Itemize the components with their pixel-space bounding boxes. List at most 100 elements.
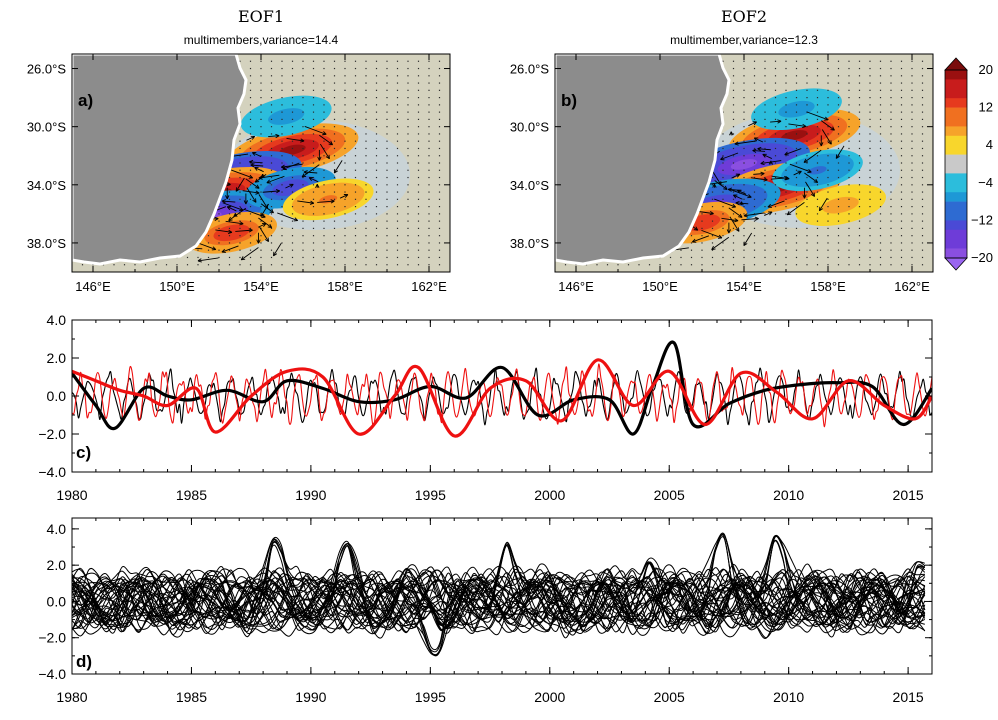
vector-arrowhead (762, 153, 767, 158)
vector-dot (816, 169, 819, 171)
vector-dot (879, 67, 882, 70)
vector-dot (753, 227, 756, 229)
vector-dot (648, 264, 651, 266)
vector-dot (438, 162, 441, 164)
vector-dot (911, 147, 913, 150)
vector-dot (291, 249, 294, 251)
vector-arrow (729, 216, 740, 232)
vector-dot (921, 191, 924, 193)
vector-dot (260, 67, 262, 70)
vector-arrow (743, 232, 753, 246)
vector-dot (344, 97, 346, 99)
vector-dot (795, 242, 798, 244)
vector-dot (260, 264, 262, 266)
vector-dot (743, 140, 745, 142)
panel-d-ensemble: 1980 1985 1990 1995 2000 2005 2010 20154.02.00.… (38, 517, 933, 705)
vector-dot (239, 256, 241, 259)
vector-arrowhead (309, 200, 315, 205)
vector-dot (386, 60, 388, 62)
vector-dot (312, 97, 315, 99)
vector-dot (879, 147, 882, 150)
vector-dot (270, 162, 273, 164)
vector-dot (428, 75, 430, 77)
vector-dot (890, 249, 892, 251)
panel-b-axes: 146°E 150°E 154°E 158°E 162°E26.0°S30.0°S34.… (510, 54, 933, 294)
vector-dot (858, 242, 861, 244)
vector-dot (333, 155, 336, 157)
vector-arrowhead (308, 177, 314, 182)
vector-dot (837, 198, 840, 200)
vector-dot (396, 155, 399, 157)
vector-dot (417, 198, 420, 200)
vector-dot (333, 220, 336, 222)
vector-dot (344, 184, 346, 186)
vector-dot (921, 176, 924, 179)
panel-c-timeseries: 1980 1985 1990 1995 2000 2005 2010 20154.02.00.… (38, 312, 933, 503)
x-tick-label: 2015 (893, 487, 924, 503)
vector-dot (764, 249, 766, 251)
vector-dot (827, 126, 829, 128)
colorbar-bin (945, 182, 967, 193)
lon-tick-label: 158°E (327, 279, 363, 294)
vector-arrowhead (717, 234, 723, 239)
x-tick-label: 2005 (654, 689, 685, 705)
vector-dot (428, 155, 430, 157)
vector-dot (890, 162, 892, 164)
vector-dot (354, 198, 357, 200)
vector-arrow (268, 135, 280, 138)
vector-arrowhead (752, 121, 757, 126)
vector-dot (837, 264, 840, 266)
vector-dot (249, 184, 252, 186)
colorbar-label: 4 (986, 137, 993, 152)
vector-dot (365, 162, 367, 164)
vector-arrow (319, 143, 330, 159)
vector-dot (785, 213, 787, 215)
vector-dot (333, 60, 336, 62)
vector-dot (333, 184, 336, 186)
vector-dot (900, 118, 903, 120)
vector-dot (228, 176, 231, 179)
vector-dot (774, 60, 777, 62)
vector-arrow (733, 194, 743, 200)
vector-dot (743, 126, 745, 128)
vector-dot (869, 118, 871, 120)
y-tick-label: 4.0 (47, 312, 67, 328)
vector-dot (270, 256, 273, 259)
vector-dot (438, 169, 441, 171)
anomaly-5-layer-4 (281, 183, 300, 192)
vector-dot (753, 249, 756, 251)
vector-dot (900, 162, 903, 164)
vector-dot (774, 111, 777, 113)
vector-dot (228, 249, 231, 251)
vector-dot (323, 206, 325, 208)
vector-dot (333, 242, 336, 244)
vector-dot (375, 213, 378, 215)
vector-arrowhead (693, 226, 699, 231)
vector-dot (816, 97, 819, 99)
vector-dot (396, 82, 399, 84)
vector-dot (260, 206, 262, 208)
vector-arrowhead (289, 183, 294, 188)
vector-dot (827, 191, 829, 193)
vector-dot (827, 206, 829, 208)
vector-dot (911, 60, 913, 62)
colorbar-label: 20 (979, 62, 993, 77)
colorbar-label: 12 (979, 100, 993, 115)
vector-dot (417, 118, 420, 120)
vector-dot (753, 220, 756, 222)
vector-dot (239, 155, 241, 157)
vector-dot (848, 155, 850, 157)
vector-dot (396, 264, 399, 266)
vector-dot (270, 60, 273, 62)
vector-dot (438, 147, 441, 150)
vector-dot (743, 89, 745, 91)
vector-dot (722, 198, 724, 200)
vector-dot (354, 256, 357, 259)
vector-dot (375, 155, 378, 157)
vector-dot (417, 82, 420, 84)
vector-dot (291, 206, 294, 208)
vector-dot (365, 206, 367, 208)
vector-dot (396, 126, 399, 128)
vector-arrowhead (330, 199, 335, 204)
vector-dot (249, 140, 252, 142)
